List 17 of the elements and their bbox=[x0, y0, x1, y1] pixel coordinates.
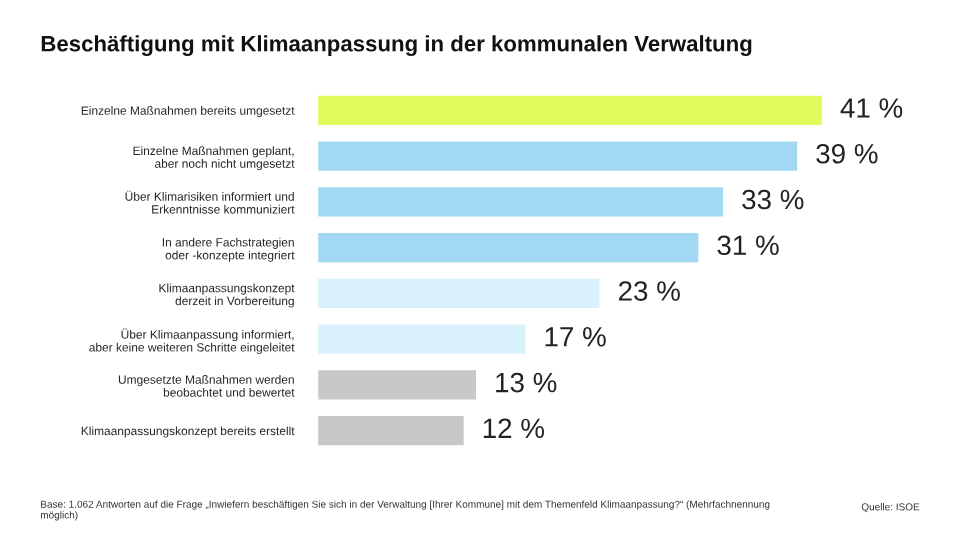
data-label: 33 % bbox=[742, 189, 804, 210]
bar bbox=[316, 230, 702, 266]
data-label: 31 % bbox=[717, 235, 779, 256]
data-label: 41 % bbox=[840, 98, 903, 118]
bar bbox=[316, 92, 825, 128]
data-label: 12 % bbox=[483, 418, 545, 439]
bar bbox=[316, 276, 603, 311]
data-label: 39 % bbox=[816, 143, 878, 164]
data-label: 23 % bbox=[618, 281, 680, 301]
chart-title: Beschäftigung mit Klimaanpassung in der kommunalen Verwaltung bbox=[41, 35, 752, 57]
data-label: 17 % bbox=[545, 327, 606, 347]
bar bbox=[316, 413, 467, 449]
bar bbox=[316, 367, 479, 403]
bar bbox=[316, 184, 726, 220]
bar bbox=[316, 138, 800, 174]
bar bbox=[316, 321, 529, 357]
data-label: 13 % bbox=[496, 372, 557, 393]
